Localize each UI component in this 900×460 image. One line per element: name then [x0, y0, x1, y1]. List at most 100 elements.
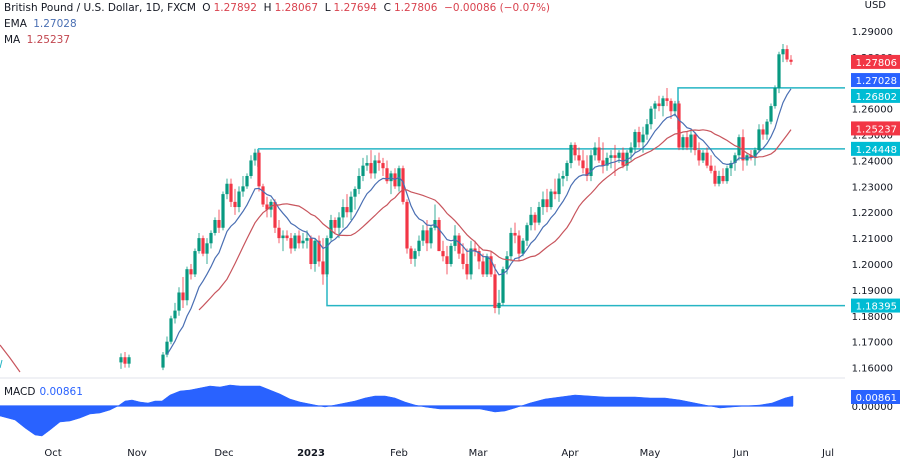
svg-text:1.27806: 1.27806	[856, 58, 897, 69]
candle-body	[417, 240, 421, 252]
candle-body	[509, 232, 513, 257]
candle-body	[205, 243, 209, 254]
candle-body	[789, 59, 793, 62]
candle-body	[481, 261, 485, 275]
symbol-title: British Pound / U.S. Dollar, 1D, FXCM	[4, 2, 196, 14]
candle-body	[305, 238, 309, 241]
candle-body	[441, 251, 445, 257]
svg-text:1.18395: 1.18395	[856, 302, 897, 313]
ma-line	[198, 129, 792, 311]
candle-body	[761, 129, 765, 135]
candle-body	[589, 155, 593, 176]
candle-body	[225, 183, 229, 195]
candle-body	[765, 121, 769, 135]
candle-body	[545, 199, 549, 208]
candle-body	[233, 201, 237, 208]
time-tick: Apr	[561, 448, 579, 459]
macd-legend[interactable]: MACD 0.00861	[4, 386, 83, 398]
candle-body	[453, 235, 457, 246]
candle-body	[709, 165, 713, 171]
price-tick: 1.17000	[852, 338, 893, 349]
candle-body	[693, 134, 697, 151]
candle-body	[249, 160, 253, 176]
candle-body	[525, 225, 529, 241]
level-1-18395	[326, 274, 845, 307]
candle-body	[521, 240, 525, 254]
candle-body	[629, 147, 633, 153]
candle-body	[733, 155, 737, 164]
price-tick: 1.29000	[852, 27, 893, 38]
svg-text:1.24448: 1.24448	[856, 145, 897, 156]
candle-body	[373, 160, 377, 174]
candle-body	[569, 144, 573, 164]
candle-body	[293, 235, 297, 249]
level-1-26802	[677, 87, 845, 130]
candle-body	[285, 235, 289, 239]
price-labels: 1.27806 1.27028 1.26802 1.25237 1.24448 1.183…	[851, 54, 900, 404]
candle-body	[561, 175, 565, 179]
candle-body	[161, 354, 165, 368]
candle-body	[537, 207, 541, 223]
price-label-resistance-2: 1.24448	[851, 141, 900, 156]
candle-body	[405, 201, 409, 249]
candle-body	[127, 357, 131, 364]
ohlc-low: L 1.27694	[324, 2, 377, 14]
candle-body	[289, 238, 293, 249]
candle-body	[493, 274, 497, 309]
ohlc-high: H 1.28067	[263, 2, 318, 14]
candle-body	[513, 232, 517, 236]
candle-body	[653, 103, 657, 109]
candle-body	[657, 103, 661, 107]
candle-body	[669, 100, 673, 112]
price-tick: 1.22000	[852, 208, 893, 219]
candle-body	[341, 207, 345, 218]
candle-body	[273, 201, 277, 228]
currency-label: USD	[864, 0, 886, 11]
ema-legend[interactable]: EMA 1.27028	[4, 18, 77, 30]
candle-body	[429, 227, 433, 244]
candle-body	[777, 54, 781, 88]
candle-body	[597, 147, 601, 161]
candle-body	[677, 103, 681, 148]
candle-body	[197, 238, 201, 252]
candle-body	[701, 152, 705, 161]
candle-body	[229, 183, 233, 202]
candle-body	[621, 152, 625, 166]
candle-body	[333, 219, 337, 228]
candle-body	[213, 219, 217, 233]
candle-body	[253, 152, 257, 161]
candle-body	[297, 235, 301, 244]
candle-body	[257, 152, 261, 187]
candle-body	[661, 98, 665, 107]
candle-body	[385, 168, 389, 182]
price-label-ema: 1.27028	[851, 73, 900, 88]
price-tick: 1.26000	[852, 105, 893, 116]
candle-body	[421, 230, 425, 241]
svg-text:1.25237: 1.25237	[856, 124, 897, 135]
candle-body	[119, 357, 123, 363]
ma-legend[interactable]: MA 1.25237	[4, 34, 71, 46]
candle-body	[577, 155, 581, 161]
candle-body	[449, 245, 453, 265]
price-label-resistance-1: 1.26802	[851, 88, 900, 103]
candle-body	[281, 235, 285, 239]
candle-body	[177, 292, 181, 311]
candle-body	[749, 155, 753, 158]
candle-body	[753, 150, 757, 158]
price-tick: 1.18000	[852, 312, 893, 323]
candle-body	[565, 163, 569, 176]
candle-body	[601, 160, 605, 166]
candle-body	[705, 152, 709, 166]
candle-body	[401, 168, 405, 202]
candle-body	[321, 261, 325, 275]
candle-body	[713, 170, 717, 184]
macd-name: MACD	[4, 386, 36, 398]
candle-body	[337, 217, 341, 228]
candle-body	[245, 175, 249, 187]
candle-body	[497, 302, 501, 309]
candle-body	[645, 124, 649, 135]
candle-body	[425, 230, 429, 244]
candle-body	[729, 163, 733, 169]
